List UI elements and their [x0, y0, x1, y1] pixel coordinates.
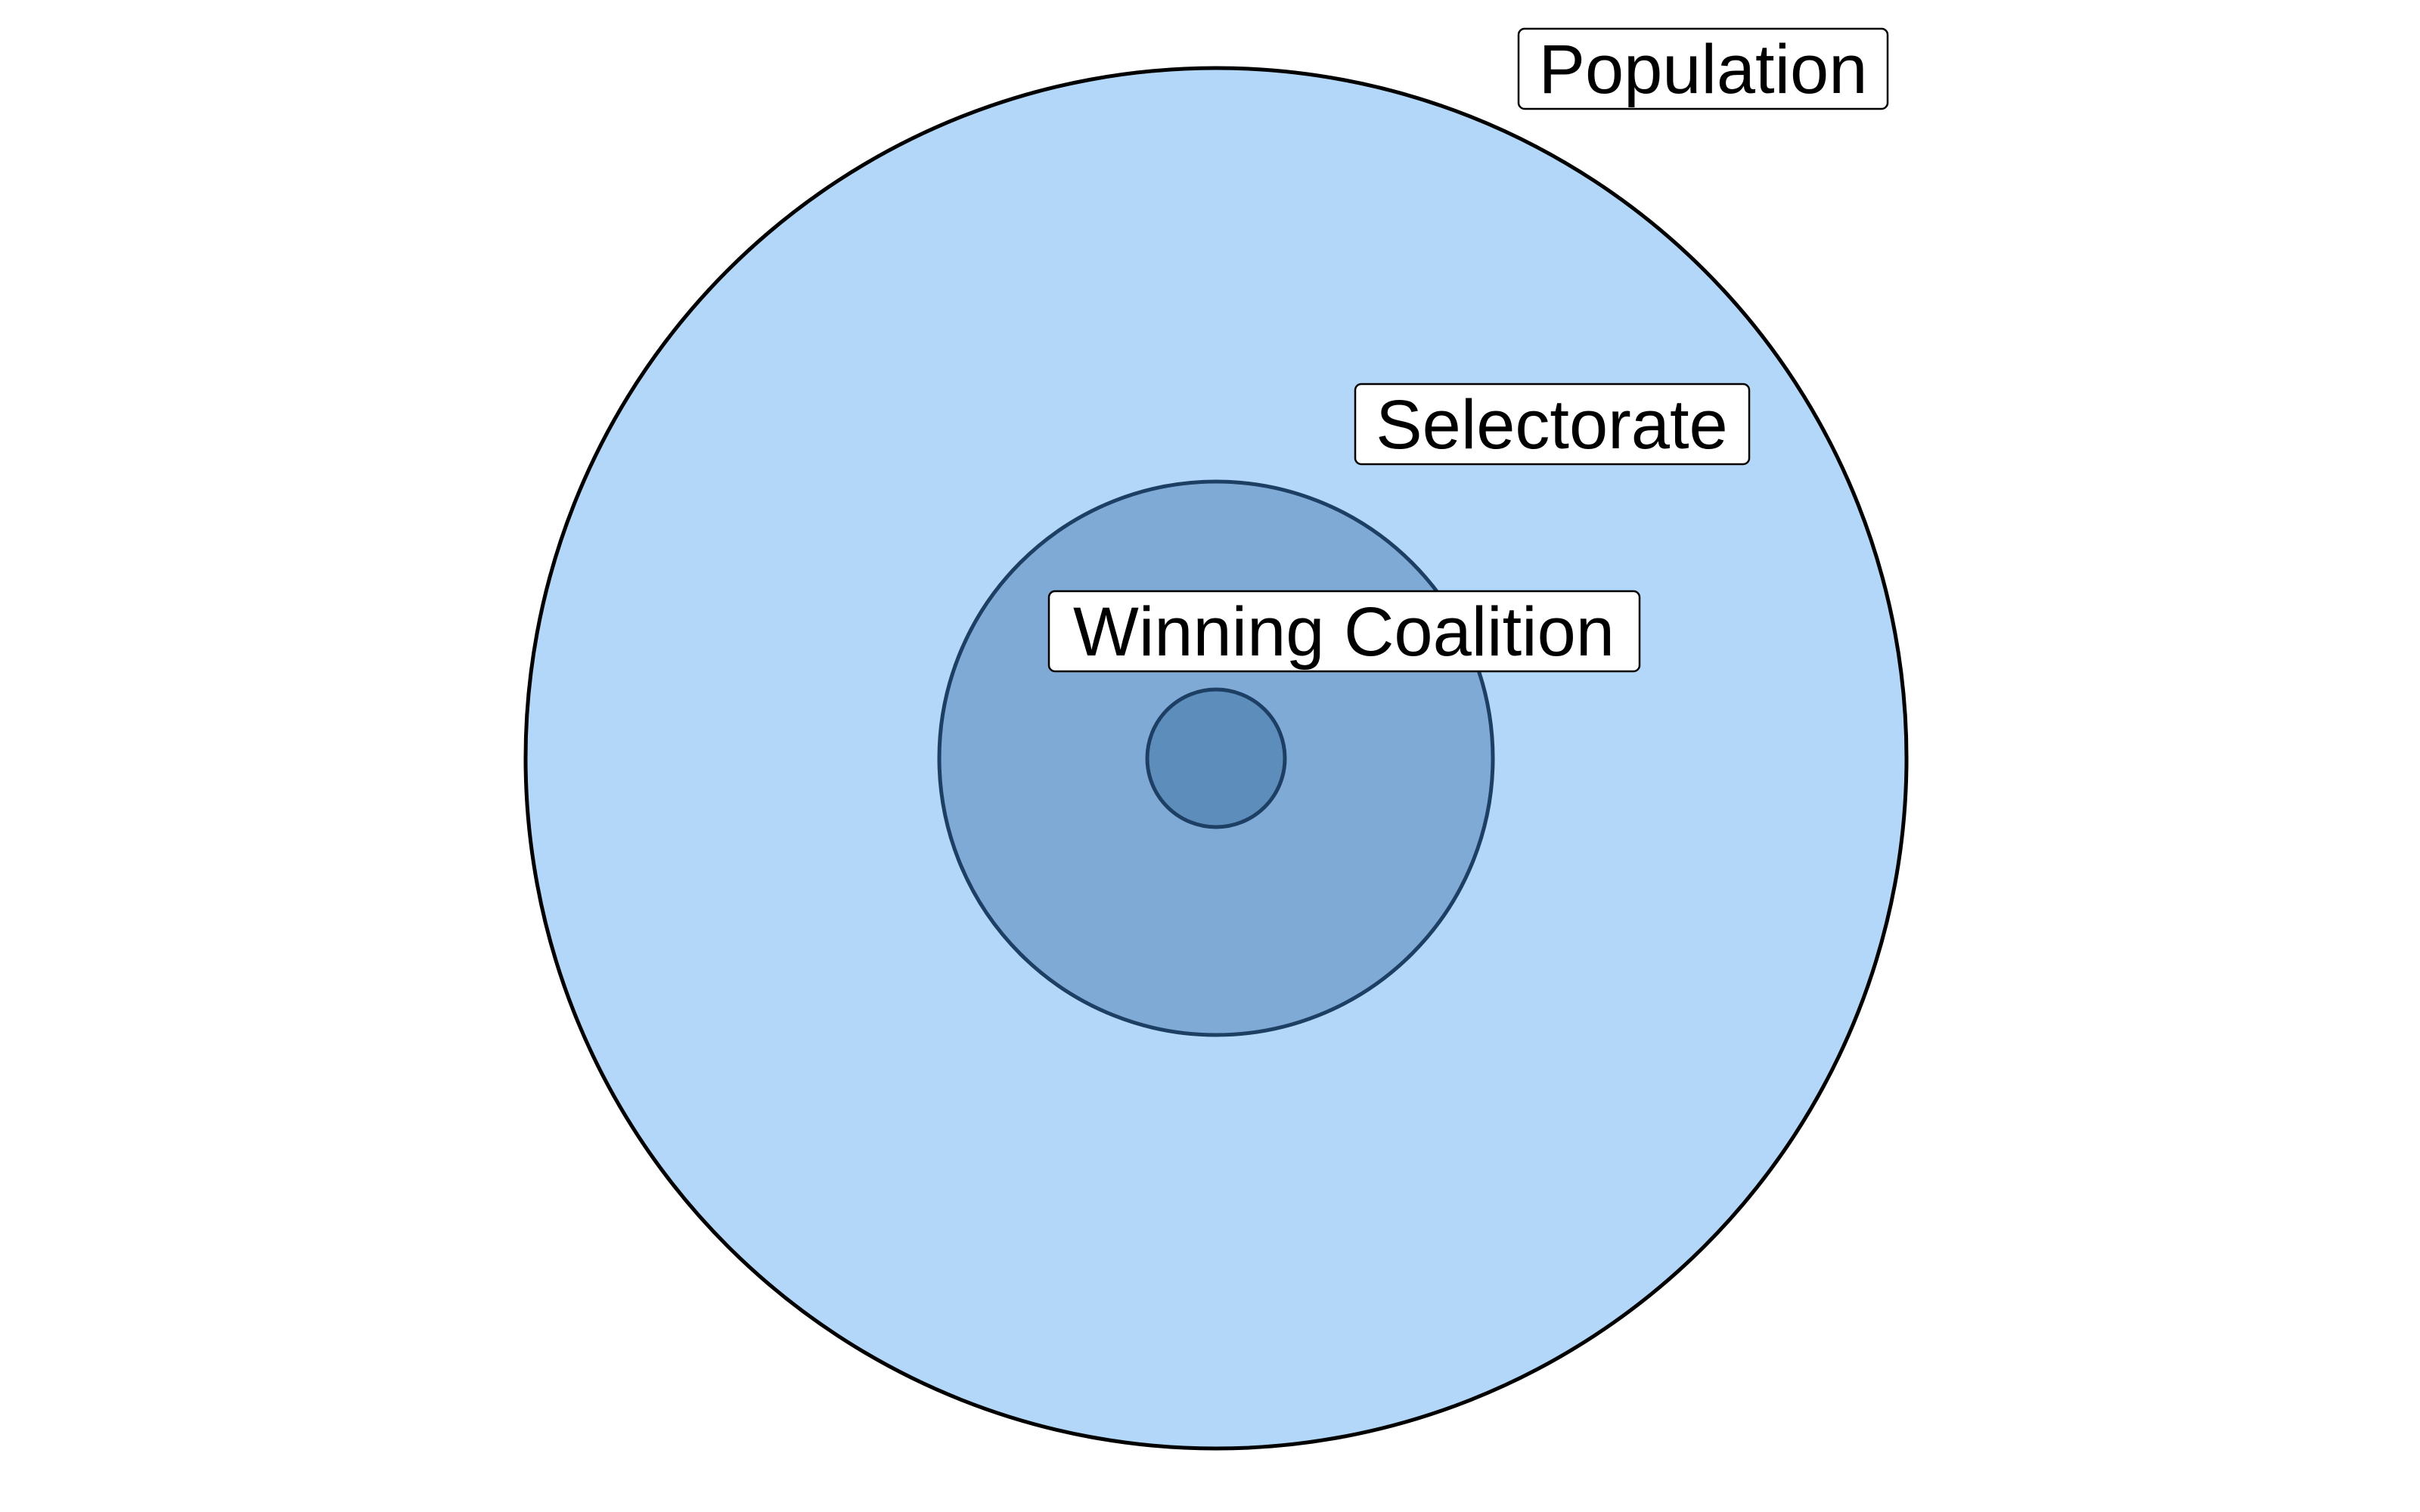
- selectorate-label-box: [1354, 383, 1751, 466]
- selectorate-label-text: Selectorate: [1376, 386, 1727, 463]
- winning-coalition-label-text: Winning Coalition: [1073, 593, 1615, 671]
- population-label-text: Population: [1539, 31, 1868, 108]
- winning-coalition-circle: [1145, 687, 1287, 829]
- selectorate-label: Selectorate: [1354, 383, 1751, 466]
- winning-coalition-label-box: [1047, 590, 1641, 673]
- population-label: Population: [1517, 27, 1889, 110]
- population-label-box: [1517, 27, 1889, 110]
- winning-coalition-label: Winning Coalition: [1047, 590, 1641, 673]
